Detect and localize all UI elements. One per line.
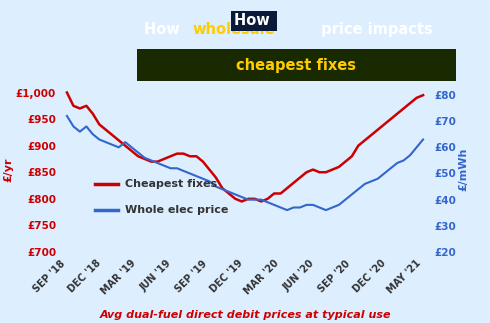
Text: How: How xyxy=(234,14,274,28)
Text: cheapest fixes: cheapest fixes xyxy=(237,57,356,73)
Text: How: How xyxy=(144,22,184,37)
Y-axis label: £/yr: £/yr xyxy=(3,157,13,182)
Text: price impacts: price impacts xyxy=(316,22,432,37)
Text: Avg dual-fuel direct debit prices at typical use: Avg dual-fuel direct debit prices at typ… xyxy=(99,310,391,320)
Bar xyxy=(137,49,456,81)
Text: wholesale: wholesale xyxy=(193,22,275,37)
Text: Cheapest fixes: Cheapest fixes xyxy=(125,179,218,189)
Text: Whole elec price: Whole elec price xyxy=(125,205,229,215)
Y-axis label: £/mWh: £/mWh xyxy=(459,148,468,191)
